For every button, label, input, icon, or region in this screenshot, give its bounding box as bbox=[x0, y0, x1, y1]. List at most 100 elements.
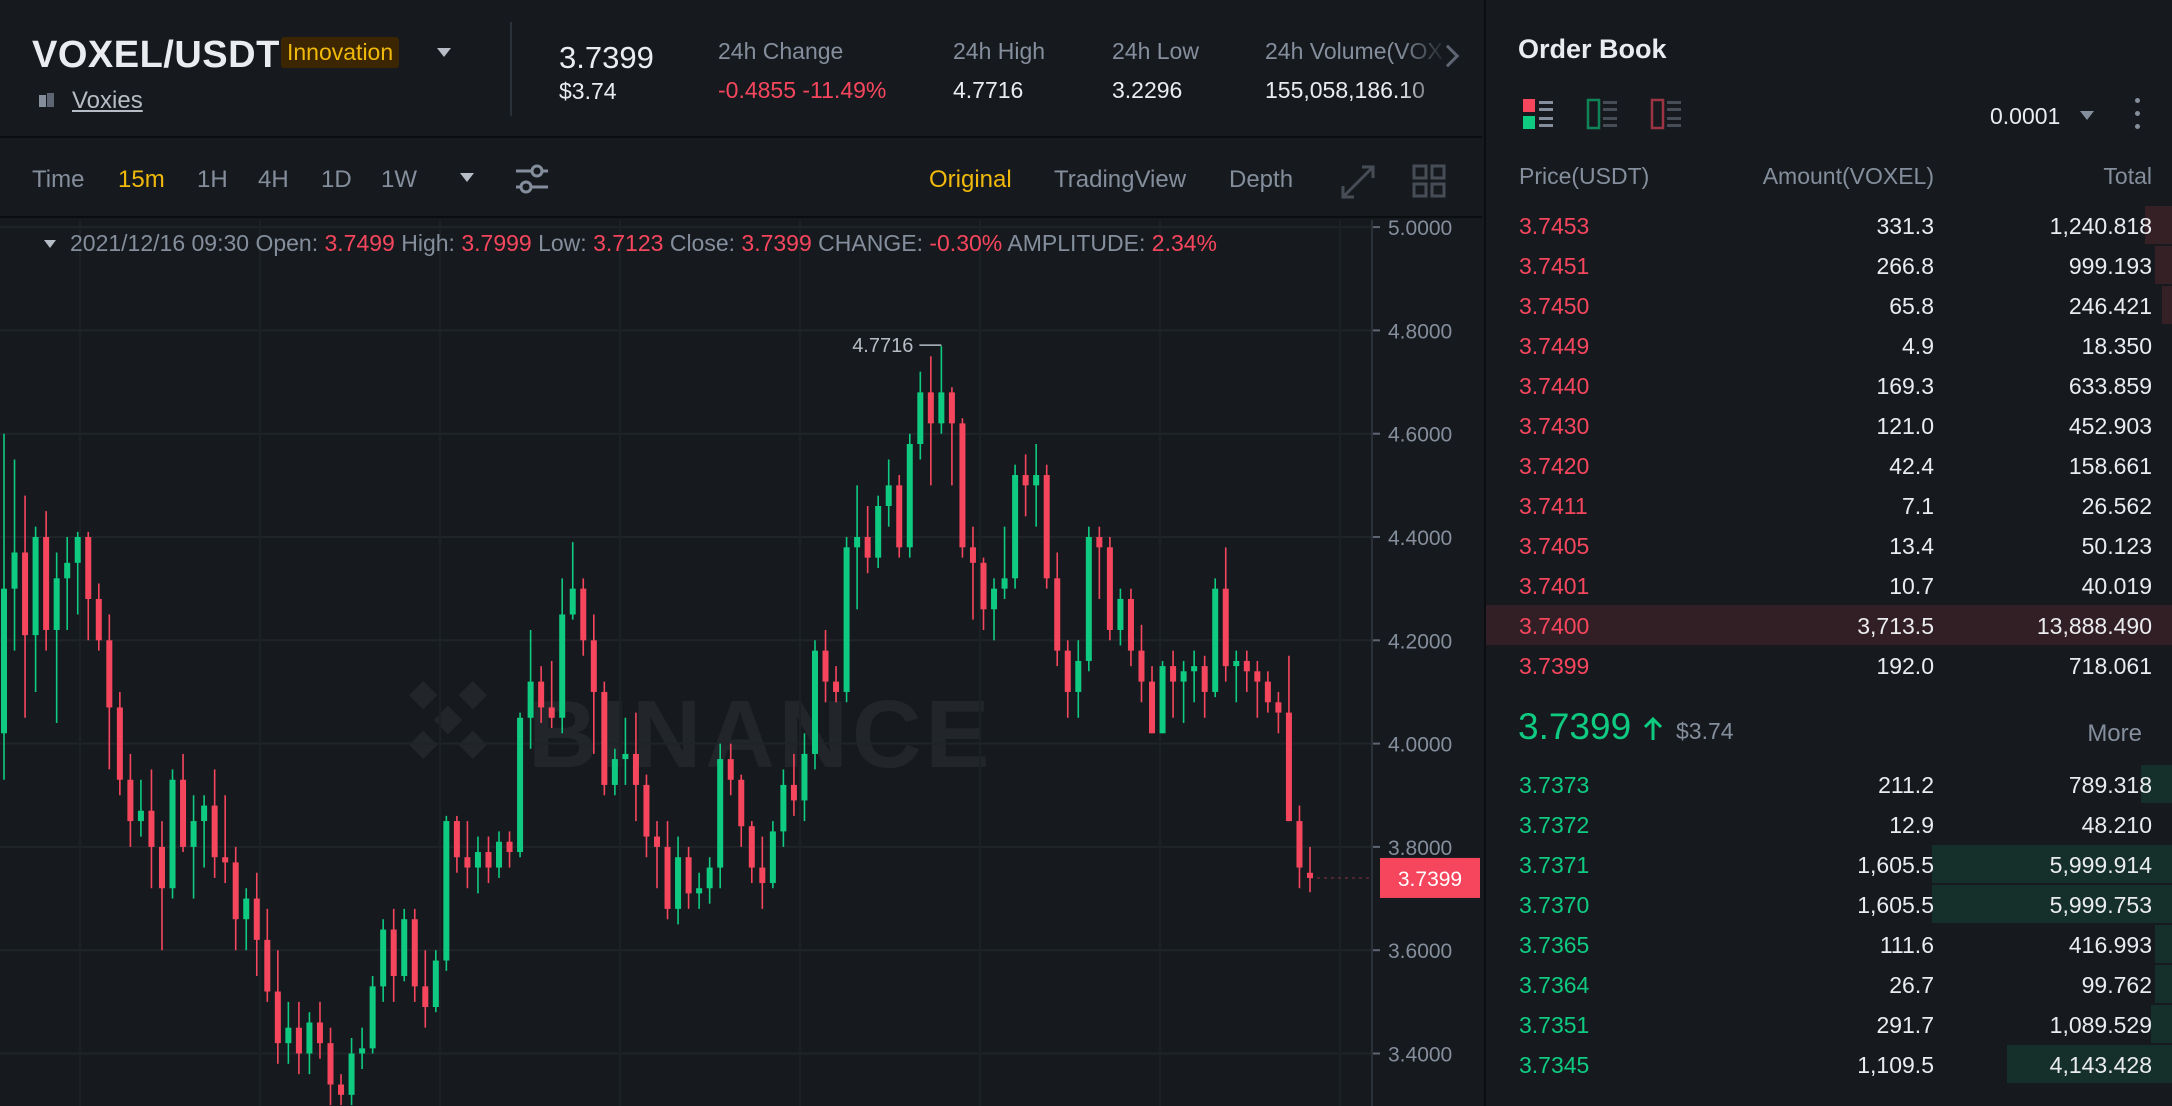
bid-row[interactable]: 3.7345 1,109.5 4,143.428 bbox=[1486, 1044, 2172, 1084]
view-depth[interactable]: Depth bbox=[1229, 166, 1294, 193]
candle-down bbox=[538, 681, 545, 708]
ask-row[interactable]: 3.7430 121.0 452.903 bbox=[1486, 405, 2172, 445]
ask-amount: 192.0 bbox=[1876, 653, 1934, 679]
bid-depth-bar bbox=[2151, 1005, 2172, 1043]
indicator-settings-icon[interactable] bbox=[514, 162, 550, 196]
y-axis-label: 3.4000 bbox=[1388, 1044, 1452, 1067]
candle-down bbox=[506, 841, 513, 853]
last-price-usd: $3.74 bbox=[559, 78, 617, 104]
candle-up bbox=[1001, 578, 1008, 589]
bid-row[interactable]: 3.7372 12.9 48.210 bbox=[1486, 804, 2172, 844]
ask-row[interactable]: 3.7400 3,713.5 13,888.490 bbox=[1486, 605, 2172, 645]
more-options-icon[interactable] bbox=[2135, 98, 2141, 132]
interval-15m[interactable]: 15m bbox=[118, 166, 165, 193]
bid-row[interactable]: 3.7351 291.7 1,089.529 bbox=[1486, 1004, 2172, 1044]
ask-price: 3.7440 bbox=[1519, 373, 1590, 399]
candle-up bbox=[991, 588, 998, 610]
ask-row[interactable]: 3.7450 65.8 246.421 bbox=[1486, 285, 2172, 325]
candle-down bbox=[1138, 650, 1145, 682]
interval-time[interactable]: Time bbox=[32, 166, 85, 193]
candle-down bbox=[158, 846, 165, 889]
bid-depth-bar bbox=[1932, 845, 2172, 883]
mid-price: 3.7399 bbox=[1518, 706, 1632, 747]
interval-1d[interactable]: 1D bbox=[321, 166, 352, 193]
stat-label-change: 24h Change bbox=[718, 38, 844, 64]
project-icon bbox=[39, 93, 54, 107]
ask-amount: 266.8 bbox=[1876, 253, 1934, 279]
ohlc-close: 3.7399 bbox=[741, 230, 812, 256]
ask-row[interactable]: 3.7440 169.3 633.859 bbox=[1486, 365, 2172, 405]
stat-value-volume: 155,058,186.10 bbox=[1265, 77, 1425, 103]
view-tradingview[interactable]: TradingView bbox=[1054, 166, 1187, 193]
ask-row[interactable]: 3.7411 7.1 26.562 bbox=[1486, 485, 2172, 525]
ask-row[interactable]: 3.7420 42.4 158.661 bbox=[1486, 445, 2172, 485]
ask-amount: 42.4 bbox=[1889, 453, 1934, 479]
bid-total: 99.762 bbox=[2081, 972, 2152, 998]
symbol-dropdown-icon[interactable] bbox=[437, 48, 451, 57]
ask-total: 718.061 bbox=[2068, 653, 2152, 679]
ask-row[interactable]: 3.7449 4.9 18.350 bbox=[1486, 325, 2172, 365]
bid-row[interactable]: 3.7370 1,605.5 5,999.753 bbox=[1486, 884, 2172, 924]
y-axis-label: 4.6000 bbox=[1388, 424, 1452, 447]
candle-up bbox=[1012, 475, 1019, 579]
project-link[interactable]: Voxies bbox=[72, 87, 143, 114]
tick-size-select[interactable]: 0.0001 bbox=[1990, 103, 2061, 129]
book-mode-bids-icon[interactable] bbox=[1586, 98, 1618, 130]
candle-up bbox=[401, 919, 408, 977]
candle-down bbox=[264, 939, 271, 992]
bid-amount: 211.2 bbox=[1878, 772, 1934, 798]
candle-up bbox=[1159, 666, 1166, 734]
ask-row[interactable]: 3.7399 192.0 718.061 bbox=[1486, 645, 2172, 685]
ask-price: 3.7449 bbox=[1519, 333, 1590, 359]
ask-row[interactable]: 3.7401 10.7 40.019 bbox=[1486, 565, 2172, 605]
candle-down bbox=[927, 392, 934, 424]
more-link[interactable]: More bbox=[2087, 720, 2142, 747]
candle-down bbox=[833, 681, 840, 692]
ask-row[interactable]: 3.7451 266.8 999.193 bbox=[1486, 245, 2172, 285]
interval-more-icon[interactable] bbox=[460, 173, 474, 182]
candle-up bbox=[696, 888, 703, 894]
ask-row[interactable]: 3.7453 331.3 1,240.818 bbox=[1486, 205, 2172, 245]
bid-row[interactable]: 3.7365 111.6 416.993 bbox=[1486, 924, 2172, 964]
candle-down bbox=[1127, 598, 1134, 651]
ask-total: 26.562 bbox=[2081, 493, 2152, 519]
fullscreen-icon[interactable] bbox=[1340, 164, 1376, 200]
candle-down bbox=[1064, 650, 1071, 692]
interval-1h[interactable]: 1H bbox=[197, 166, 228, 193]
bid-row[interactable]: 3.7364 26.7 99.762 bbox=[1486, 964, 2172, 1004]
ask-total: 1,240.818 bbox=[2049, 213, 2152, 239]
book-mode-asks-icon[interactable] bbox=[1650, 98, 1682, 130]
candle-down bbox=[211, 805, 218, 858]
ask-total: 158.661 bbox=[2068, 453, 2152, 479]
candle-up bbox=[675, 857, 682, 909]
view-original[interactable]: Original bbox=[929, 166, 1012, 193]
ohlc-collapse-icon[interactable] bbox=[44, 240, 56, 248]
bid-amount: 12.9 bbox=[1889, 812, 1934, 838]
ask-depth-bar bbox=[2155, 246, 2172, 284]
bid-price: 3.7370 bbox=[1519, 892, 1590, 918]
candle-down bbox=[580, 588, 587, 641]
layout-grid-icon[interactable] bbox=[1412, 164, 1446, 198]
column-price: Price(USDT) bbox=[1519, 163, 1650, 189]
bid-price: 3.7372 bbox=[1519, 812, 1590, 838]
ask-amount: 121.0 bbox=[1876, 413, 1934, 439]
interval-1w[interactable]: 1W bbox=[381, 166, 417, 193]
bid-row[interactable]: 3.7371 1,605.5 5,999.914 bbox=[1486, 844, 2172, 884]
bid-price: 3.7373 bbox=[1519, 772, 1590, 798]
candle-down bbox=[654, 836, 660, 847]
candle-down bbox=[864, 537, 871, 558]
ask-row[interactable]: 3.7405 13.4 50.123 bbox=[1486, 525, 2172, 565]
bid-amount: 26.7 bbox=[1889, 972, 1934, 998]
symbol-title[interactable]: VOXEL/USDT bbox=[32, 34, 280, 76]
candle-up bbox=[201, 805, 208, 822]
bid-price: 3.7371 bbox=[1519, 852, 1590, 878]
interval-4h[interactable]: 4H bbox=[258, 166, 289, 193]
tick-size-dropdown-icon[interactable] bbox=[2080, 111, 2094, 120]
column-amount: Amount(VOXEL) bbox=[1762, 163, 1934, 189]
candle-down bbox=[148, 810, 155, 847]
book-mode-both-icon[interactable] bbox=[1522, 98, 1554, 130]
chart-canvas[interactable]: 5.0000 4.8000 4.6000 4.4000 4.2000 4.0000 3.80… bbox=[0, 220, 1482, 1106]
bid-row[interactable]: 3.7373 211.2 789.318 bbox=[1486, 764, 2172, 804]
candle-down bbox=[1106, 547, 1113, 630]
candlestick-chart[interactable]: BINANCE 5.0000 4.8000 4.6000 4.4000 4.2000 4.… bbox=[0, 220, 1482, 1106]
